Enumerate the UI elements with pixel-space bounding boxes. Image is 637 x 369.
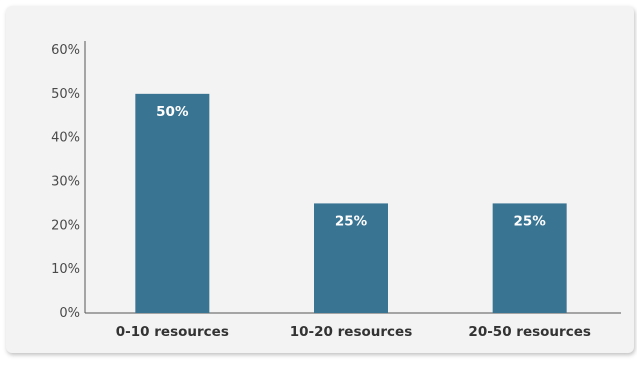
x-category-label: 20-50 resources (468, 324, 590, 340)
y-tick-label: 40% (51, 131, 80, 146)
bar-value-label: 25% (514, 213, 547, 229)
y-tick-label: 60% (51, 43, 80, 58)
y-tick-label: 0% (59, 306, 80, 321)
bar (314, 203, 388, 313)
bar (492, 203, 567, 313)
x-category-label: 0-10 resources (116, 324, 229, 340)
y-tick-label: 20% (51, 218, 80, 233)
x-category-label: 10-20 resources (290, 324, 412, 340)
bar-value-label: 25% (335, 213, 368, 229)
bar (135, 93, 210, 313)
bar-chart: 0% 10% 20% 30% 40% 50% 60% 50% 0-10 resources 25%… (51, 41, 621, 340)
y-tick-label: 30% (51, 175, 80, 190)
y-tick-label: 50% (51, 87, 80, 102)
y-tick-label: 10% (51, 262, 80, 277)
chart-card: 0% 10% 20% 30% 40% 50% 60% 50% 0-10 resources 25%… (6, 6, 634, 353)
bar-value-label: 50% (156, 104, 189, 120)
